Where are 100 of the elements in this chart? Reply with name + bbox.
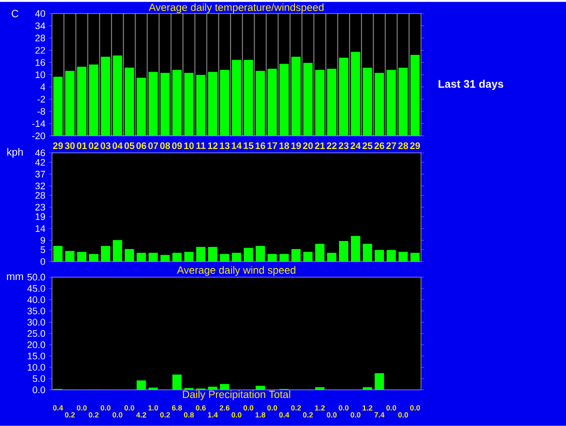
y-tick-label: 10 xyxy=(36,71,46,78)
bar xyxy=(410,252,420,262)
x-tick-label: 01 xyxy=(76,142,87,150)
y-tick-label: 42 xyxy=(35,159,46,166)
y-tick-label: 5.0 xyxy=(32,375,46,382)
bar xyxy=(172,374,182,390)
bar xyxy=(112,56,122,136)
bar xyxy=(303,252,313,262)
bar xyxy=(220,254,230,262)
bar xyxy=(291,249,301,262)
bar xyxy=(315,387,324,390)
bar xyxy=(398,68,408,136)
x-tick-label: 29 xyxy=(410,142,420,150)
bar xyxy=(256,246,265,262)
bar xyxy=(77,252,86,262)
x-tick-label: 28 xyxy=(398,142,408,150)
bar xyxy=(232,60,242,136)
bar xyxy=(350,52,360,136)
text: Last 31 days xyxy=(438,80,504,90)
y-tick-label: 32 xyxy=(35,182,46,190)
bar xyxy=(100,246,110,262)
x-tick-label: 14 xyxy=(232,142,242,149)
y-tick-label: 35.0 xyxy=(27,308,46,314)
x-axis-title: Daily Precipitation Total xyxy=(183,390,290,400)
bar xyxy=(208,386,218,390)
bar xyxy=(327,68,336,136)
y-tick-label: 40 xyxy=(35,10,46,17)
bar xyxy=(53,76,63,136)
bar xyxy=(362,244,372,262)
y-tick-label: 50.0 xyxy=(27,274,46,281)
y-tick-label: 25.0 xyxy=(28,330,46,337)
bar xyxy=(148,252,158,262)
y-tick-label: -14 xyxy=(32,120,46,127)
y-tick-label: 16 xyxy=(36,59,46,66)
bar xyxy=(196,74,206,136)
y-tick-label: 22 xyxy=(35,47,46,54)
x-tick-label: 24 xyxy=(350,142,361,150)
y-tick-label: 9 xyxy=(40,237,46,244)
x-tick-label: 22 xyxy=(326,142,337,150)
bar xyxy=(256,70,265,136)
x-tick-label: 21 xyxy=(314,142,325,150)
bar xyxy=(160,255,170,262)
bar xyxy=(268,68,277,136)
bar xyxy=(268,254,277,262)
bar xyxy=(279,64,289,136)
bar xyxy=(244,60,254,136)
y-tick-label: 0 xyxy=(40,258,46,265)
x-tick-label: 15 xyxy=(244,142,254,150)
bar xyxy=(386,70,396,136)
bar xyxy=(374,373,384,390)
bar xyxy=(136,380,146,390)
x-tick-label: 26 xyxy=(374,142,384,150)
bar xyxy=(374,72,384,136)
bar xyxy=(256,386,265,390)
y-tick-label: -2 xyxy=(37,96,46,103)
bar xyxy=(196,246,206,262)
x-tick-label: 25 xyxy=(362,142,372,150)
bar xyxy=(244,248,254,262)
bar xyxy=(232,252,242,262)
bar xyxy=(338,241,348,262)
x-tick-label: 02 xyxy=(88,142,99,150)
bar xyxy=(327,252,336,262)
bar xyxy=(220,70,230,136)
bar xyxy=(279,254,289,262)
bar xyxy=(303,62,313,136)
bar xyxy=(77,66,86,136)
chart-title: Average daily temperature/windspeed xyxy=(148,3,324,14)
bar xyxy=(184,252,194,262)
y-tick-label: 20.0 xyxy=(28,341,46,348)
x-tick-label: 11 xyxy=(196,142,206,149)
bar xyxy=(362,387,372,390)
y-tick-label: 46 xyxy=(35,150,46,156)
y-tick-label: 30.0 xyxy=(27,318,46,326)
bar xyxy=(208,246,218,262)
bar xyxy=(338,58,348,136)
bar xyxy=(89,64,98,136)
bar xyxy=(100,56,110,136)
x-tick-label: 07 xyxy=(148,142,158,150)
bar xyxy=(136,252,146,262)
x-tick-label: 12 xyxy=(208,142,218,150)
bar xyxy=(291,56,301,136)
x-tick-label: 23 xyxy=(338,142,349,150)
x-tick-label: 05 xyxy=(124,142,134,150)
y-tick-label: 19 xyxy=(36,213,46,220)
x-tick-label: 18 xyxy=(279,142,290,150)
bar xyxy=(410,55,420,136)
bar xyxy=(172,252,182,262)
bar xyxy=(315,244,324,262)
y-tick-label: 0.0 xyxy=(32,386,46,394)
bar xyxy=(124,68,134,136)
bar xyxy=(89,254,98,262)
x-tick-label: 20 xyxy=(302,142,313,150)
x-tick-label: 16 xyxy=(256,142,266,150)
bar xyxy=(136,78,146,136)
bar xyxy=(315,70,324,136)
bar xyxy=(398,252,408,262)
bar xyxy=(112,240,122,262)
bar xyxy=(362,68,372,136)
bar xyxy=(350,236,360,262)
y-tick-label: 23 xyxy=(35,204,46,211)
